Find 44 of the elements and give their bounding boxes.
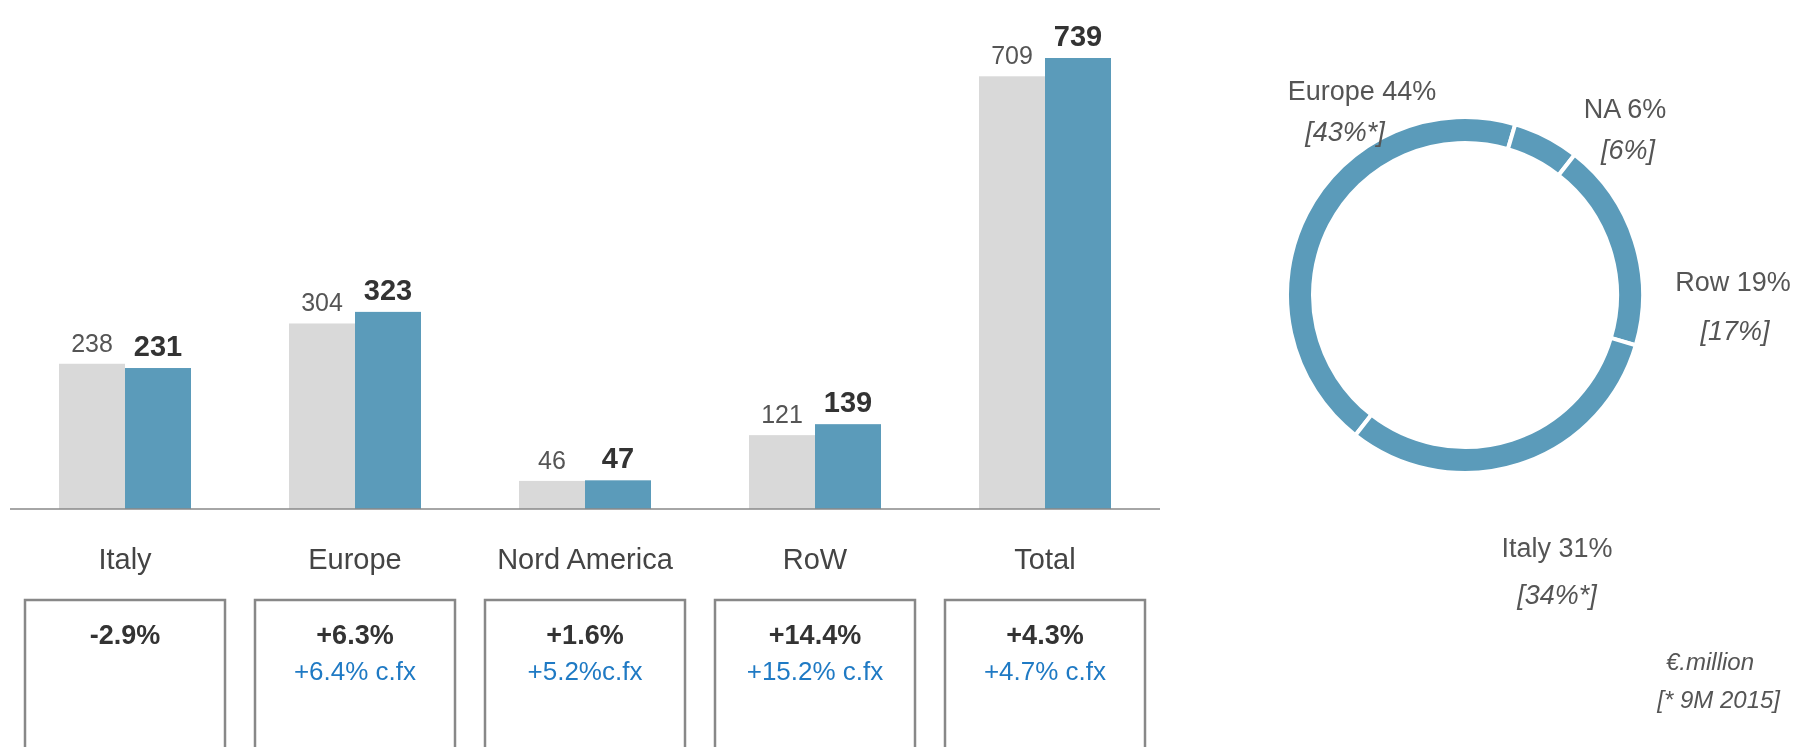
data-label: 139 xyxy=(823,386,873,419)
bar xyxy=(979,76,1045,509)
data-label: 304 xyxy=(301,288,343,317)
x-tick-label: Europe xyxy=(308,543,402,575)
text: +14.4% xyxy=(768,620,862,650)
bar xyxy=(355,311,421,509)
x-tick-label: Total xyxy=(1014,543,1076,575)
text: [6%] xyxy=(1599,135,1657,165)
data-label: 231 xyxy=(133,330,183,363)
slice-label: Italy 31% xyxy=(1501,533,1613,563)
slice-label: Row 19% xyxy=(1675,267,1791,297)
bar xyxy=(59,363,125,509)
bar xyxy=(749,435,815,509)
bar xyxy=(289,323,355,509)
bar xyxy=(1045,58,1111,509)
x-tick-label: Italy xyxy=(98,543,153,575)
slice-label: NA 6% xyxy=(1583,94,1667,124)
data-label: 739 xyxy=(1053,20,1103,52)
text: [34%*] xyxy=(1516,580,1599,610)
text: [* 9M 2015] xyxy=(1656,686,1782,713)
slice-label: Europe 44% xyxy=(1287,76,1437,106)
text: -2.9% xyxy=(89,620,161,650)
data-label: 238 xyxy=(71,328,113,357)
text: +15.2% c.fx xyxy=(746,656,884,686)
bar xyxy=(815,424,881,509)
data-label: 121 xyxy=(761,400,803,429)
text: [17%] xyxy=(1699,316,1772,346)
bar xyxy=(125,368,191,509)
data-label: 47 xyxy=(601,442,635,475)
text: +5.2%c.fx xyxy=(527,656,643,686)
bar xyxy=(585,480,651,509)
text: [43%*] xyxy=(1304,117,1387,147)
x-tick-label: RoW xyxy=(782,543,848,575)
x-tick-label: Nord America xyxy=(497,543,674,575)
text: +4.7% c.fx xyxy=(983,656,1107,686)
text: +4.3% xyxy=(1006,620,1084,650)
text: +6.3% xyxy=(316,620,394,650)
data-label: 46 xyxy=(538,445,566,474)
data-label: 709 xyxy=(991,41,1033,70)
text: +6.4% c.fx xyxy=(293,656,417,686)
text: €.million xyxy=(1665,648,1754,675)
data-label: 323 xyxy=(363,273,413,306)
bar xyxy=(519,480,585,509)
text: +1.6% xyxy=(546,620,624,650)
